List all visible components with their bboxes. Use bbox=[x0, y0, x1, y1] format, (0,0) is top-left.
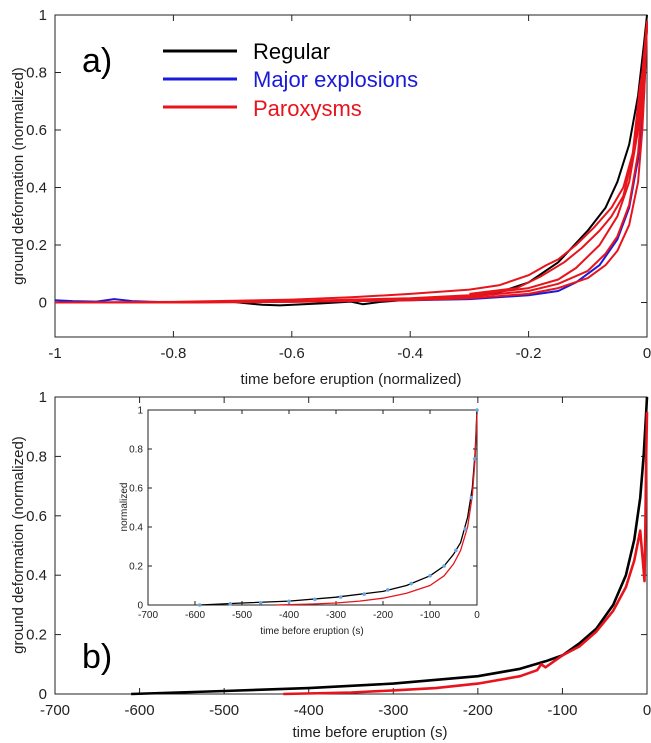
panel-b-series-line-0 bbox=[131, 396, 649, 696]
panel-a-ylabel: ground deformation (normalized) bbox=[10, 67, 27, 285]
panel-a-legend: Regular Major explosions Paroxysms bbox=[163, 39, 418, 121]
panel-a-series-line-5 bbox=[55, 23, 648, 304]
panel-b-ylabel: ground deformation (normalized) bbox=[10, 436, 27, 654]
panel-a-xtick-label: -0.6 bbox=[279, 345, 305, 362]
inset-marker bbox=[228, 602, 233, 606]
panel-b-series bbox=[131, 396, 649, 696]
inset-series bbox=[197, 408, 479, 607]
panel-b-ytick-label: 0.6 bbox=[26, 508, 47, 525]
panel-b-xtick-label: -500 bbox=[209, 702, 239, 719]
inset-ytick-label: 0.6 bbox=[129, 484, 143, 495]
inset-ytick-label: 0.4 bbox=[129, 523, 143, 534]
inset-xtick-label: -100 bbox=[420, 610, 440, 621]
inset-marker bbox=[454, 548, 458, 553]
panel-b-xtick-label: -600 bbox=[125, 702, 155, 719]
panel-b-ytick-label: 0.8 bbox=[26, 448, 47, 465]
inset-background bbox=[120, 404, 480, 611]
panel-a-ticks: -1 -0.8 -0.6 -0.4 -0.2 0 0 0.2 0.4 0.6 0.8 1 bbox=[26, 7, 651, 362]
panel-b-xtick-label: -400 bbox=[294, 702, 324, 719]
inset-series-line-1 bbox=[274, 413, 478, 606]
panel-a-ytick-label: 0.2 bbox=[26, 237, 47, 254]
panel-a-xtick-label: -0.2 bbox=[516, 345, 542, 362]
panel-b-ytick-label: 0.4 bbox=[26, 567, 47, 584]
panel-b-xtick-label: -300 bbox=[378, 702, 408, 719]
panel-a-frame bbox=[54, 14, 648, 338]
inset-ylabel: normalized bbox=[119, 483, 130, 532]
inset-marker bbox=[197, 603, 202, 607]
inset-marker bbox=[442, 564, 446, 568]
inset-xtick-label: -400 bbox=[279, 610, 299, 621]
panel-a-ytick-label: 1 bbox=[39, 7, 47, 24]
inset-xtick-label: -200 bbox=[373, 610, 393, 621]
inset-marker bbox=[472, 456, 477, 461]
panel-b-xtick-label: -200 bbox=[463, 702, 493, 719]
inset-marker bbox=[338, 595, 343, 599]
inset-marker bbox=[409, 581, 414, 586]
inset-ytick-label: 0.8 bbox=[129, 445, 143, 456]
panel-b-ytick-label: 0 bbox=[39, 686, 47, 703]
inset-marker bbox=[385, 588, 390, 592]
panel-b-ticks: -700 -600 -500 -400 -300 -200 -100 0 0 0.2 0.4 0.6 0… bbox=[26, 389, 651, 719]
panel-a-xtick-label: 0 bbox=[643, 345, 651, 362]
panel-a-ytick-label: 0.6 bbox=[26, 122, 47, 139]
inset-marker bbox=[287, 599, 291, 604]
panel-a-xtick-label: -0.4 bbox=[397, 345, 423, 362]
panel-b-inset: -700 -600 -500 -400 -300 -200 -100 0 0 0.2 0.4 0.6 0… bbox=[119, 404, 480, 637]
panel-a-ytick-label: 0.4 bbox=[26, 180, 47, 197]
panel-a-xlabel: time before eruption (normalized) bbox=[241, 371, 462, 388]
inset-xlabel: time before eruption (s) bbox=[260, 626, 363, 637]
inset-ytick-label: 0 bbox=[137, 601, 143, 612]
panel-b-xtick-label: 0 bbox=[643, 702, 651, 719]
panel-b-xtick-label: -700 bbox=[40, 702, 70, 719]
inset-ticks: -700 -600 -500 -400 -300 -200 -100 0 0 0.2 0.4 0.6 0… bbox=[129, 406, 480, 622]
inset-xtick-label: -300 bbox=[326, 610, 346, 621]
panel-b: -700 -600 -500 -400 -300 -200 -100 0 0 0.2 0.4 0.6 0… bbox=[10, 389, 651, 741]
panel-a-series-line-2 bbox=[54, 20, 648, 304]
panel-b-series-line-1 bbox=[283, 411, 649, 696]
panel-a-ytick-label: 0.8 bbox=[26, 65, 47, 82]
inset-xtick-label: 0 bbox=[474, 610, 480, 621]
inset-marker bbox=[362, 592, 367, 596]
inset-marker bbox=[428, 573, 432, 578]
panel-a-series-line-0 bbox=[55, 14, 648, 307]
panel-a-series bbox=[54, 14, 648, 307]
panel-b-label: b) bbox=[82, 638, 112, 676]
panel-b-xlabel: time before eruption (s) bbox=[292, 724, 447, 741]
panel-a-series-line-6 bbox=[469, 29, 648, 295]
legend-label-major: Major explosions bbox=[253, 67, 418, 92]
panel-a-ytick-label: 0 bbox=[39, 295, 47, 312]
panel-a-label: a) bbox=[82, 42, 112, 80]
inset-marker bbox=[475, 408, 479, 412]
inset-xtick-label: -700 bbox=[138, 610, 158, 621]
panel-a-xtick-label: -1 bbox=[48, 345, 61, 362]
panel-b-xtick-label: -100 bbox=[547, 702, 577, 719]
panel-b-ytick-label: 0.2 bbox=[26, 627, 47, 644]
panel-b-ytick-label: 1 bbox=[39, 389, 47, 406]
inset-ytick-label: 0.2 bbox=[129, 562, 143, 573]
panel-a: -1 -0.8 -0.6 -0.4 -0.2 0 0 0.2 0.4 0.6 0.8 1 time b… bbox=[10, 7, 651, 388]
inset-marker bbox=[259, 601, 263, 605]
panel-b-frame bbox=[54, 396, 648, 695]
inset-marker bbox=[313, 597, 317, 602]
legend-label-regular: Regular bbox=[253, 39, 330, 64]
inset-marker bbox=[463, 527, 468, 531]
inset-frame bbox=[147, 409, 478, 606]
inset-xtick-label: -600 bbox=[185, 610, 205, 621]
legend-label-paroxysms: Paroxysms bbox=[253, 96, 362, 121]
inset-xtick-label: -500 bbox=[232, 610, 252, 621]
panel-a-xtick-label: -0.8 bbox=[160, 345, 186, 362]
inset-marker bbox=[469, 495, 474, 500]
inset-series-line-0 bbox=[199, 409, 478, 606]
inset-ytick-label: 1 bbox=[137, 406, 143, 417]
